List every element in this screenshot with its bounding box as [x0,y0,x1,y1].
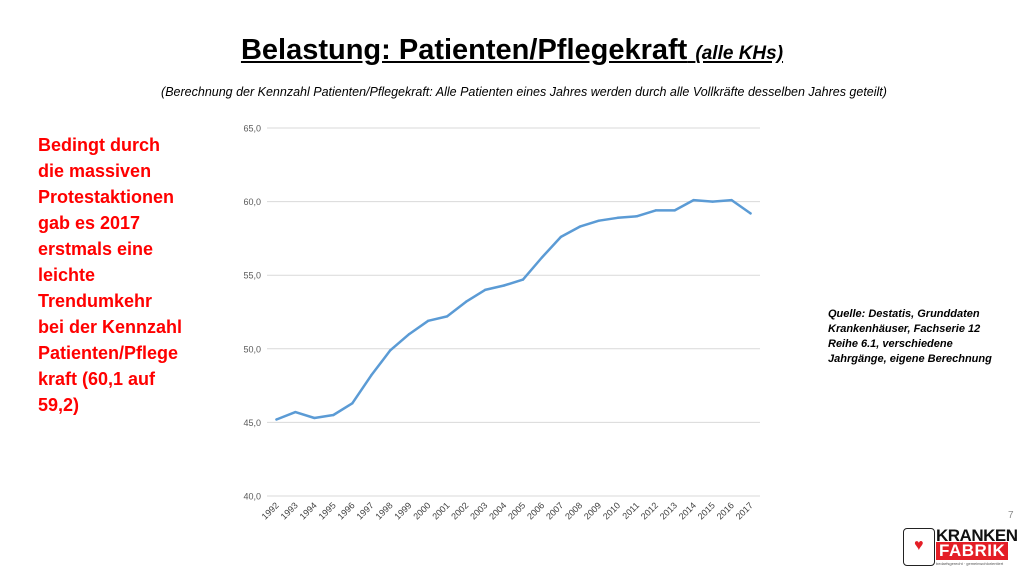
x-tick-label: 1995 [317,500,338,521]
source-note: Quelle: Destatis, Grunddaten Krankenhäus… [828,308,992,365]
x-tick-label: 2015 [696,500,717,521]
data-point [389,349,392,352]
y-tick-label: 55,0 [243,271,261,281]
x-tick-label: 1999 [392,500,413,521]
x-tick-label: 2003 [468,500,489,521]
page-number: 7 [1008,510,1014,521]
data-point [692,198,695,202]
series-line [275,198,752,421]
data-point [597,219,601,222]
slide-subtitle: (Berechnung der Kennzahl Patienten/Pfleg… [161,85,887,99]
data-point [483,288,487,292]
data-point [294,410,297,414]
data-point [351,402,354,405]
data-point [578,225,582,228]
x-tick-label: 2014 [677,500,698,521]
y-tick-label: 60,0 [243,197,261,207]
slide-title: Belastung: Patienten/Pflegekraft (alle K… [0,34,1024,67]
data-point [464,300,468,303]
x-tick-label: 1997 [354,500,375,521]
data-point [616,216,619,219]
x-tick-label: 2006 [525,500,546,521]
data-point [332,413,335,417]
logo-tagline: bedarfsgerecht · gemeinwohlorientiert [936,561,1004,566]
x-tick-label: 2001 [430,500,451,521]
x-tick-label: 2009 [582,500,603,521]
x-tick-label: 1996 [336,500,357,521]
x-tick-label: 2008 [563,500,584,521]
data-point [445,315,449,318]
logo-emblem: ♥ [903,528,935,566]
x-tick-label: 2004 [487,500,508,521]
data-point [370,374,373,377]
data-point [521,278,525,281]
data-point [749,212,752,215]
trend-note: Bedingt durch die massiven Protestaktion… [38,135,183,415]
data-point [730,198,733,202]
logo-text-line2: FABRIK [936,542,1009,560]
y-tick-label: 50,0 [243,344,261,354]
x-tick-label: 2000 [411,500,432,521]
data-point [426,319,430,323]
x-tick-label: 2017 [734,500,755,521]
krankenhaus-fabrik-logo: ♥ KRANKEN FABRIK bedarfsgerecht · gemein… [900,525,1018,569]
data-point [502,284,506,287]
logo-text-line1: KRANKEN [936,526,1018,545]
data-point [408,332,411,336]
x-tick-label: 2002 [449,500,470,521]
y-tick-label: 40,0 [243,492,261,502]
x-tick-label: 2007 [544,500,565,521]
x-tick-label: 2013 [658,500,679,521]
y-tick-label: 45,0 [243,418,261,428]
title-main: Belastung: Patienten/Pflegekraft [240,34,688,66]
data-point [673,209,676,212]
x-tick-label: 1992 [260,500,281,521]
x-tick-label: 2012 [639,500,660,521]
data-point [635,215,638,218]
x-tick-label: 1998 [373,500,394,521]
title-suffix: (alle KHs) [695,43,784,64]
y-tick-label: 65,0 [243,124,261,134]
x-tick-label: 2005 [506,500,527,521]
data-point [275,418,278,421]
heart-icon: ♥ [914,537,924,554]
x-tick-label: 1994 [298,500,319,521]
x-tick-label: 2016 [715,500,736,521]
data-point [711,200,714,203]
data-point [313,416,316,420]
line-chart: 40,0 45,0 50,0 55,0 60,0 65,0 1992199319941995… [243,124,760,522]
x-tick-label: 1993 [279,500,300,521]
data-point [540,256,544,259]
x-tick-label: 2011 [620,500,641,521]
x-tick-label: 2010 [601,500,622,521]
data-point [559,235,563,239]
data-point [654,209,657,212]
